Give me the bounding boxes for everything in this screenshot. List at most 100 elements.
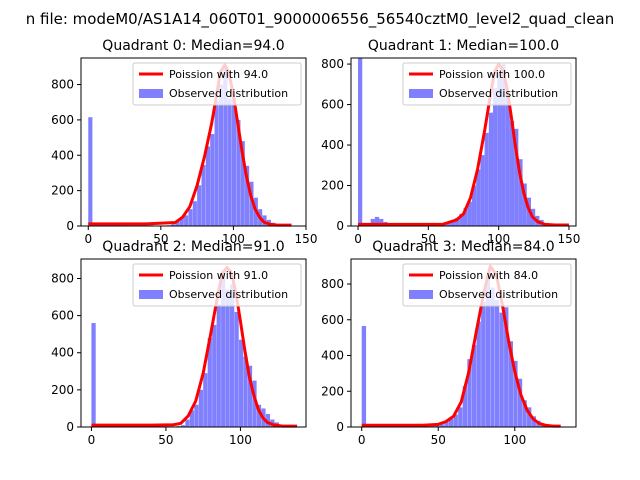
x-tick-label: 150 bbox=[558, 232, 581, 246]
x-tick-label: 100 bbox=[487, 232, 510, 246]
y-tick-label: 800 bbox=[321, 277, 344, 291]
y-tick-label: 800 bbox=[51, 78, 74, 92]
histogram-bar bbox=[505, 94, 510, 227]
subplot-title: Quadrant 3: Median=84.0 bbox=[372, 239, 554, 255]
legend-box bbox=[132, 62, 302, 106]
histogram-bar bbox=[225, 289, 230, 427]
histogram-bar bbox=[236, 119, 241, 226]
histogram-bar bbox=[501, 64, 506, 226]
histogram-bar bbox=[192, 201, 197, 226]
histogram-bar bbox=[374, 216, 380, 226]
legend: Poission with 100.0 Observed distribution bbox=[402, 62, 572, 106]
histogram-bar bbox=[184, 215, 189, 226]
histogram-bar bbox=[205, 146, 210, 226]
legend-observed-label: Observed distribution bbox=[439, 288, 558, 301]
histogram-bar bbox=[179, 218, 184, 226]
histogram-bar bbox=[379, 218, 384, 226]
legend-poisson-label: Poission with 100.0 bbox=[439, 68, 545, 81]
histogram-bar bbox=[256, 404, 262, 427]
histogram-bar bbox=[476, 169, 481, 226]
y-tick-label: 200 bbox=[321, 384, 344, 398]
y-tick-label: 400 bbox=[51, 148, 74, 162]
histogram-bar bbox=[494, 300, 500, 427]
legend: Poission with 91.0 Observed distribution bbox=[132, 263, 302, 307]
histogram-bar bbox=[504, 307, 509, 427]
histogram-bar bbox=[476, 321, 481, 427]
legend-observed-swatch bbox=[139, 89, 163, 98]
histogram-bar bbox=[462, 385, 468, 427]
histogram-bar bbox=[185, 419, 190, 427]
y-tick-label: 400 bbox=[51, 346, 74, 360]
histogram-bar bbox=[370, 218, 375, 226]
histogram-bar bbox=[458, 407, 463, 427]
histogram-bar bbox=[247, 365, 253, 427]
histogram-bar bbox=[188, 209, 193, 226]
y-tick-label: 0 bbox=[336, 219, 344, 233]
x-tick-label: 0 bbox=[84, 232, 92, 246]
legend-observed-label: Observed distribution bbox=[439, 87, 558, 100]
histogram-bar bbox=[514, 128, 519, 226]
histogram-bar bbox=[203, 373, 208, 427]
histogram-bar bbox=[453, 414, 458, 427]
histogram-bar bbox=[175, 221, 180, 226]
histogram-bar bbox=[230, 284, 235, 427]
x-tick-label: 0 bbox=[354, 232, 362, 246]
histogram-bar bbox=[481, 301, 486, 427]
histogram-bar bbox=[210, 134, 215, 226]
histogram-bar bbox=[201, 164, 206, 226]
histogram-bar bbox=[223, 68, 228, 226]
y-tick-label: 200 bbox=[321, 179, 344, 193]
legend-observed-swatch bbox=[409, 290, 433, 299]
y-tick-label: 600 bbox=[51, 309, 74, 323]
histogram-bar bbox=[527, 407, 532, 427]
histogram-bar bbox=[88, 117, 93, 226]
histogram-bar bbox=[265, 414, 271, 427]
histogram-bar bbox=[459, 213, 464, 226]
legend-box bbox=[402, 62, 572, 106]
x-tick-label: 100 bbox=[503, 433, 526, 447]
histogram-bar bbox=[499, 312, 504, 427]
histogram-bar bbox=[227, 98, 232, 226]
y-tick-label: 400 bbox=[321, 349, 344, 363]
histogram-bar bbox=[231, 98, 237, 226]
histogram-bar bbox=[508, 341, 514, 427]
legend: Poission with 84.0 Observed distribution bbox=[402, 263, 572, 307]
legend-observed-label: Observed distribution bbox=[169, 87, 288, 100]
histogram-bar bbox=[485, 275, 491, 427]
histogram-bar bbox=[509, 120, 515, 226]
histogram-bar bbox=[221, 271, 226, 427]
histogram-bar bbox=[467, 201, 472, 226]
histogram-bar bbox=[234, 311, 239, 427]
histogram-bar bbox=[480, 155, 485, 226]
histogram-bar bbox=[194, 404, 199, 427]
y-tick-label: 0 bbox=[66, 420, 74, 434]
histogram-bar bbox=[444, 421, 449, 427]
subplot-quadrant-3: 0 50 100 0 200 400 600 800 Quadrant 3: Median=84… bbox=[321, 239, 577, 447]
histogram-bar bbox=[180, 425, 186, 427]
y-tick-label: 200 bbox=[51, 184, 74, 198]
legend-observed-swatch bbox=[139, 290, 163, 299]
histogram-bar bbox=[471, 185, 477, 226]
y-tick-label: 200 bbox=[51, 383, 74, 397]
histogram-bar bbox=[446, 221, 451, 226]
subplot-title: Quadrant 2: Median=91.0 bbox=[102, 239, 284, 255]
legend-poisson-label: Poission with 84.0 bbox=[439, 269, 538, 282]
y-tick-label: 600 bbox=[51, 113, 74, 127]
legend-poisson-label: Poission with 94.0 bbox=[169, 68, 268, 81]
histogram-bar bbox=[198, 389, 203, 427]
y-tick-label: 800 bbox=[321, 57, 344, 71]
legend-observed-label: Observed distribution bbox=[169, 288, 288, 301]
histogram-bar bbox=[455, 217, 460, 226]
histogram-bar bbox=[91, 323, 96, 427]
histogram-bar bbox=[245, 165, 250, 226]
y-tick-label: 600 bbox=[321, 98, 344, 112]
x-tick-label: 50 bbox=[158, 433, 173, 447]
histogram-bar bbox=[243, 356, 248, 427]
x-tick-label: 50 bbox=[153, 232, 168, 246]
y-tick-label: 600 bbox=[321, 313, 344, 327]
histogram-bar bbox=[238, 339, 244, 427]
histogram-bar bbox=[249, 181, 254, 226]
x-tick-label: 100 bbox=[222, 232, 245, 246]
histogram-bar bbox=[439, 424, 445, 427]
axes-frame bbox=[350, 258, 577, 428]
